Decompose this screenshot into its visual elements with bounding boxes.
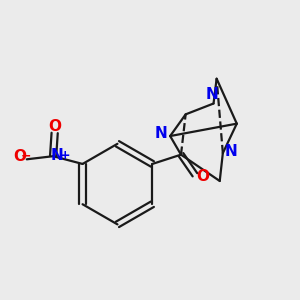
Text: N: N [224,144,237,159]
Text: +: + [60,149,70,162]
Text: O: O [48,118,61,134]
Text: −: − [20,150,31,163]
Text: N: N [154,126,167,141]
Text: N: N [51,148,64,163]
Text: O: O [14,149,26,164]
Text: O: O [196,169,209,184]
Text: N: N [206,87,218,102]
